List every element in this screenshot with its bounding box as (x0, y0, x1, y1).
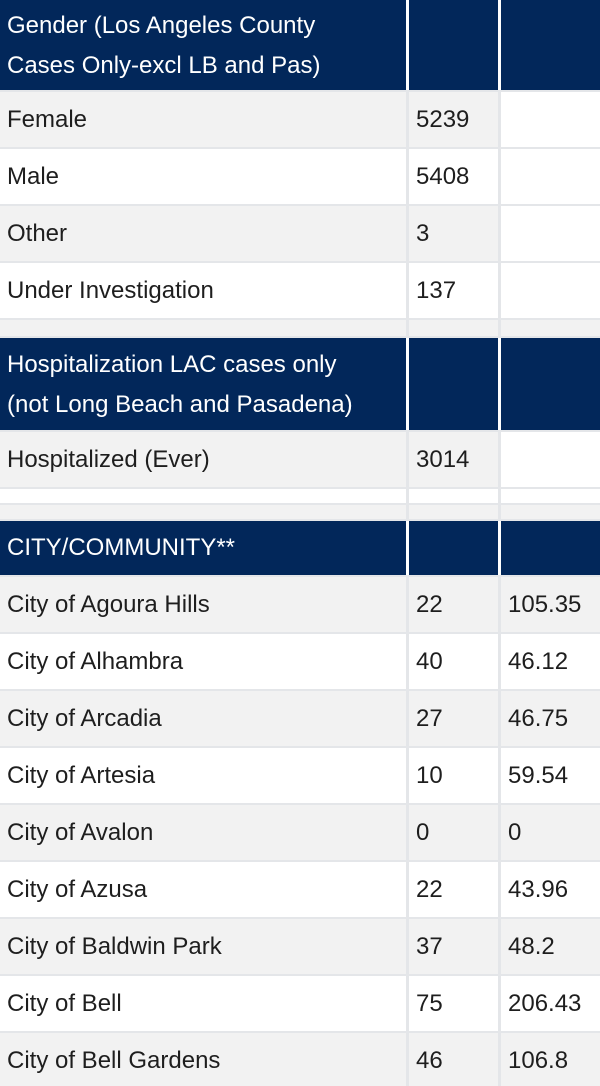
row-count: 27 (409, 691, 501, 746)
row-label: City of Arcadia (0, 691, 409, 746)
row-count: 0 (409, 805, 501, 860)
table-row: Hospitalized (Ever) 3014 (0, 432, 600, 489)
spacer-cell (409, 505, 501, 519)
row-rate: 46.75 (501, 691, 600, 746)
row-count: 22 (409, 862, 501, 917)
gender-header-cell: Gender (Los Angeles County Cases Only-ex… (0, 0, 409, 90)
row-label: City of Alhambra (0, 634, 409, 689)
row-count: 46 (409, 1033, 501, 1086)
spacer-row (0, 489, 600, 505)
row-label: City of Baldwin Park (0, 919, 409, 974)
row-rate (501, 149, 600, 204)
row-rate: 106.8 (501, 1033, 600, 1086)
row-count: 137 (409, 263, 501, 318)
row-label: Other (0, 206, 409, 261)
spacer-cell (501, 320, 600, 336)
row-label: Male (0, 149, 409, 204)
hospitalization-header-rate (501, 338, 600, 430)
table-row: Male 5408 (0, 149, 600, 206)
spacer-cell (409, 320, 501, 336)
city-header-cell: CITY/COMMUNITY** (0, 521, 409, 575)
row-label: Hospitalized (Ever) (0, 432, 409, 487)
table-row: Female 5239 (0, 92, 600, 149)
city-header-count (409, 521, 501, 575)
row-rate: 105.35 (501, 577, 600, 632)
hospitalization-header-cell: Hospitalization LAC cases only (not Long… (0, 338, 409, 430)
gender-header-line1: Gender (Los Angeles County (7, 12, 316, 39)
table-row: City of Bell Gardens 46 106.8 (0, 1033, 600, 1086)
table-row: Under Investigation 137 (0, 263, 600, 320)
row-rate: 206.43 (508, 989, 582, 1017)
row-rate: 48.2 (501, 919, 600, 974)
row-count: 3 (409, 206, 501, 261)
table-row: Other 3 (0, 206, 600, 263)
gender-header-row: Gender (Los Angeles County Cases Only-ex… (0, 0, 600, 92)
row-rate: 59.54 (508, 761, 569, 789)
gender-header-count (409, 0, 501, 90)
row-rate (501, 432, 600, 487)
gender-header-line2: Cases Only-excl LB and Pas) (7, 52, 321, 79)
spacer-cell (409, 489, 501, 503)
spacer-cell (0, 320, 409, 336)
table-row: City of Agoura Hills 22 105.35 (0, 577, 600, 634)
spacer-cell (501, 505, 600, 519)
row-rate: 43.96 (508, 875, 569, 903)
gender-header-rate (501, 0, 600, 90)
spacer-cell (501, 489, 600, 503)
row-label: Under Investigation (0, 263, 409, 318)
table-row: City of Artesia 10 59.54 (0, 748, 600, 805)
row-label: City of Bell (0, 976, 409, 1031)
hospitalization-header-line2: (not Long Beach and Pasadena) (7, 391, 353, 418)
row-count: 5239 (409, 92, 501, 147)
row-count: 5408 (409, 149, 501, 204)
hospitalization-header-row: Hospitalization LAC cases only (not Long… (0, 338, 600, 432)
row-count: 75 (409, 976, 501, 1031)
city-header-row: CITY/COMMUNITY** (0, 521, 600, 577)
row-label: City of Artesia (0, 748, 409, 803)
row-count: 3014 (409, 432, 501, 487)
row-label: City of Bell Gardens (0, 1033, 409, 1086)
table-row: City of Bell 75 206.43 (0, 976, 600, 1033)
spacer-row (0, 505, 600, 521)
hospitalization-header-line1: Hospitalization LAC cases only (7, 351, 337, 378)
row-rate (501, 206, 600, 261)
hospitalization-header-count (409, 338, 501, 430)
spacer-cell (0, 505, 409, 519)
city-header-rate (501, 521, 600, 575)
row-label: City of Avalon (0, 805, 409, 860)
row-rate (501, 263, 600, 318)
table-row: City of Azusa 22 43.96 (0, 862, 600, 919)
table-row: City of Baldwin Park 37 48.2 (0, 919, 600, 976)
row-label: City of Azusa (0, 862, 409, 917)
row-count: 40 (409, 634, 501, 689)
table-row: City of Avalon 0 0 (0, 805, 600, 862)
spacer-row (0, 320, 600, 338)
row-count: 10 (409, 748, 501, 803)
table-row: City of Alhambra 40 46.12 (0, 634, 600, 691)
row-count: 37 (409, 919, 501, 974)
row-rate: 46.12 (508, 647, 569, 675)
row-count: 22 (409, 577, 501, 632)
row-label: Female (0, 92, 409, 147)
row-rate: 0 (501, 805, 600, 860)
table-row: City of Arcadia 27 46.75 (0, 691, 600, 748)
row-rate (501, 92, 600, 147)
row-label: City of Agoura Hills (0, 577, 409, 632)
spacer-cell (0, 489, 409, 503)
